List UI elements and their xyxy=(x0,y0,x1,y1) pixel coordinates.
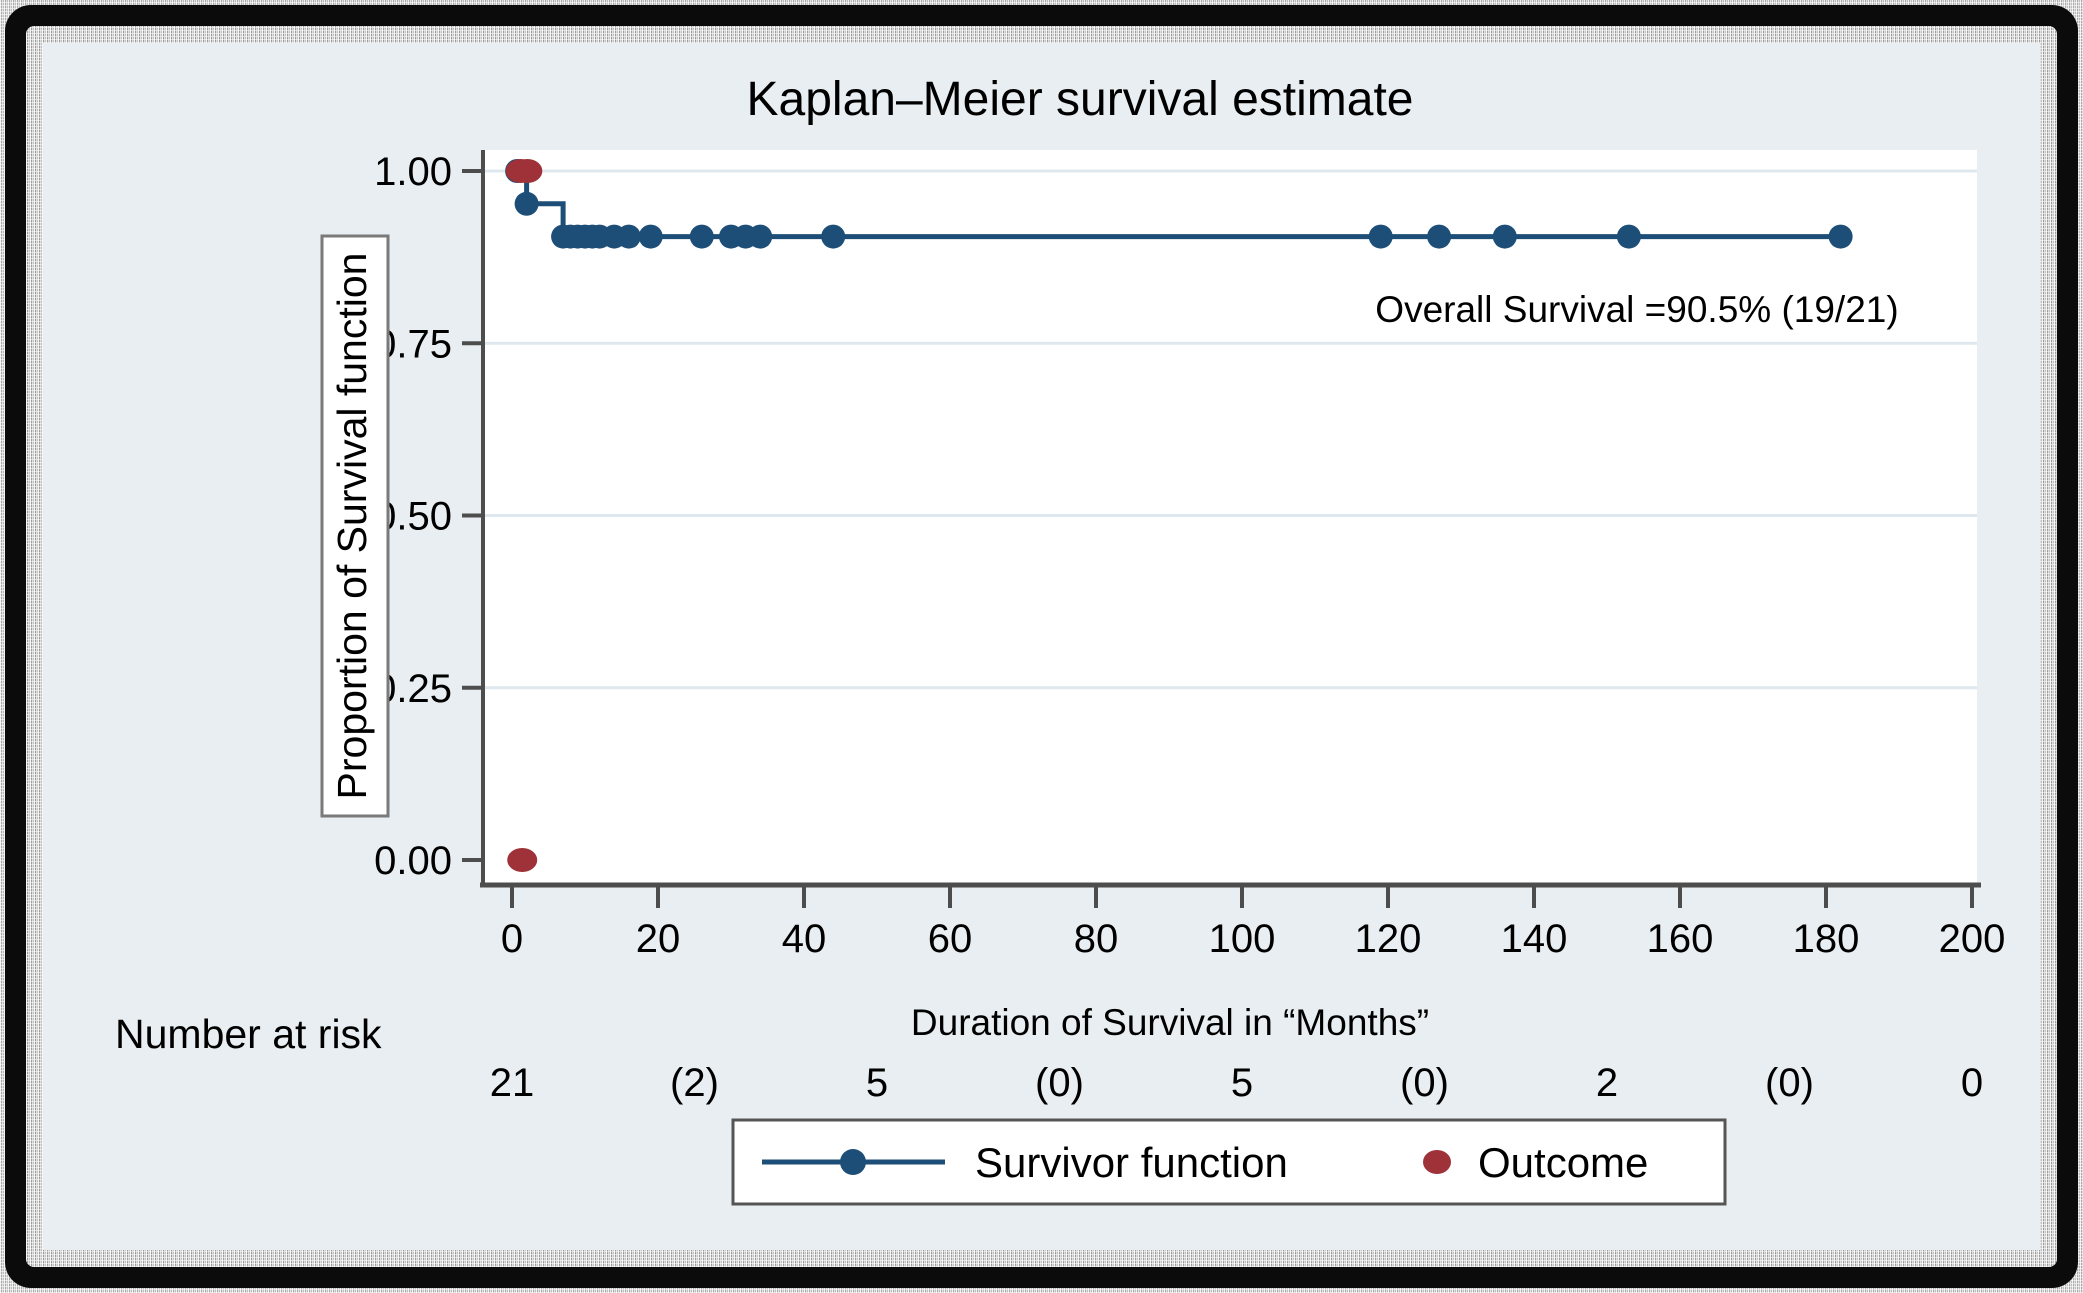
censor-marker xyxy=(1828,224,1853,249)
risk-count: (0) xyxy=(1400,1061,1449,1105)
x-tick-label: 180 xyxy=(1793,917,1860,961)
censor-marker xyxy=(1368,224,1393,249)
x-tick-label: 160 xyxy=(1647,917,1714,961)
x-axis-ticks: 0 20 40 60 80 100 120 140 160 180 200 xyxy=(501,885,2006,961)
chart-title: Kaplan–Meier survival estimate xyxy=(747,73,1414,126)
x-axis-title: Duration of Survival in “Months” xyxy=(911,1002,1429,1043)
censor-marker xyxy=(748,224,773,249)
outcome-marker xyxy=(512,159,543,183)
gridlines xyxy=(484,169,1977,690)
y-axis-ticks: 0.000.250.500.751.00 xyxy=(374,150,483,883)
x-tick-label: 60 xyxy=(928,917,973,961)
censor-marker xyxy=(1492,224,1517,249)
survivor-censor-markers xyxy=(505,159,1853,249)
y-axis-title-box xyxy=(320,234,390,818)
censor-marker xyxy=(638,224,663,249)
x-tick-label: 120 xyxy=(1355,917,1422,961)
x-tick-label: 80 xyxy=(1074,917,1119,961)
censor-marker xyxy=(1616,224,1641,249)
risk-count: 2 xyxy=(1596,1061,1618,1105)
y-tick-label: 0.00 xyxy=(374,839,452,883)
y-tick-label: 1.00 xyxy=(374,150,452,194)
censor-marker xyxy=(1427,224,1452,249)
x-tick-label: 100 xyxy=(1209,917,1276,961)
risk-count: 5 xyxy=(1231,1061,1253,1105)
outcome-marker xyxy=(507,848,538,872)
x-tick-label: 200 xyxy=(1939,917,2006,961)
y-axis-title: Proportion of Survival function xyxy=(329,253,375,800)
x-tick-label: 20 xyxy=(636,917,681,961)
x-tick-label: 40 xyxy=(782,917,827,961)
number-at-risk-values: 21 (2) 5 (0) 5 (0) 2 (0) 0 xyxy=(490,1061,1983,1105)
legend-survivor-label: Survivor function xyxy=(975,1139,1288,1186)
legend-survivor-marker-icon xyxy=(840,1149,866,1175)
risk-count: 0 xyxy=(1961,1061,1983,1105)
legend-outcome-marker-icon xyxy=(1423,1150,1451,1174)
risk-count: (0) xyxy=(1765,1061,1814,1105)
censor-marker xyxy=(689,224,714,249)
risk-count: (0) xyxy=(1035,1061,1084,1105)
number-at-risk-label: Number at risk xyxy=(115,1011,382,1057)
legend-outcome-label: Outcome xyxy=(1478,1139,1648,1186)
risk-count: (2) xyxy=(670,1061,719,1105)
outcome-markers xyxy=(505,159,543,872)
plot-area xyxy=(483,150,1977,885)
legend: Survivor function Outcome xyxy=(731,1118,1727,1206)
censor-marker xyxy=(514,191,539,216)
risk-count: 21 xyxy=(490,1061,535,1105)
x-tick-label: 0 xyxy=(501,917,523,961)
censor-marker xyxy=(616,224,641,249)
censor-marker xyxy=(821,224,846,249)
x-tick-label: 140 xyxy=(1501,917,1568,961)
risk-count: 5 xyxy=(866,1061,888,1105)
overall-survival-annotation: Overall Survival =90.5% (19/21) xyxy=(1375,289,1898,330)
